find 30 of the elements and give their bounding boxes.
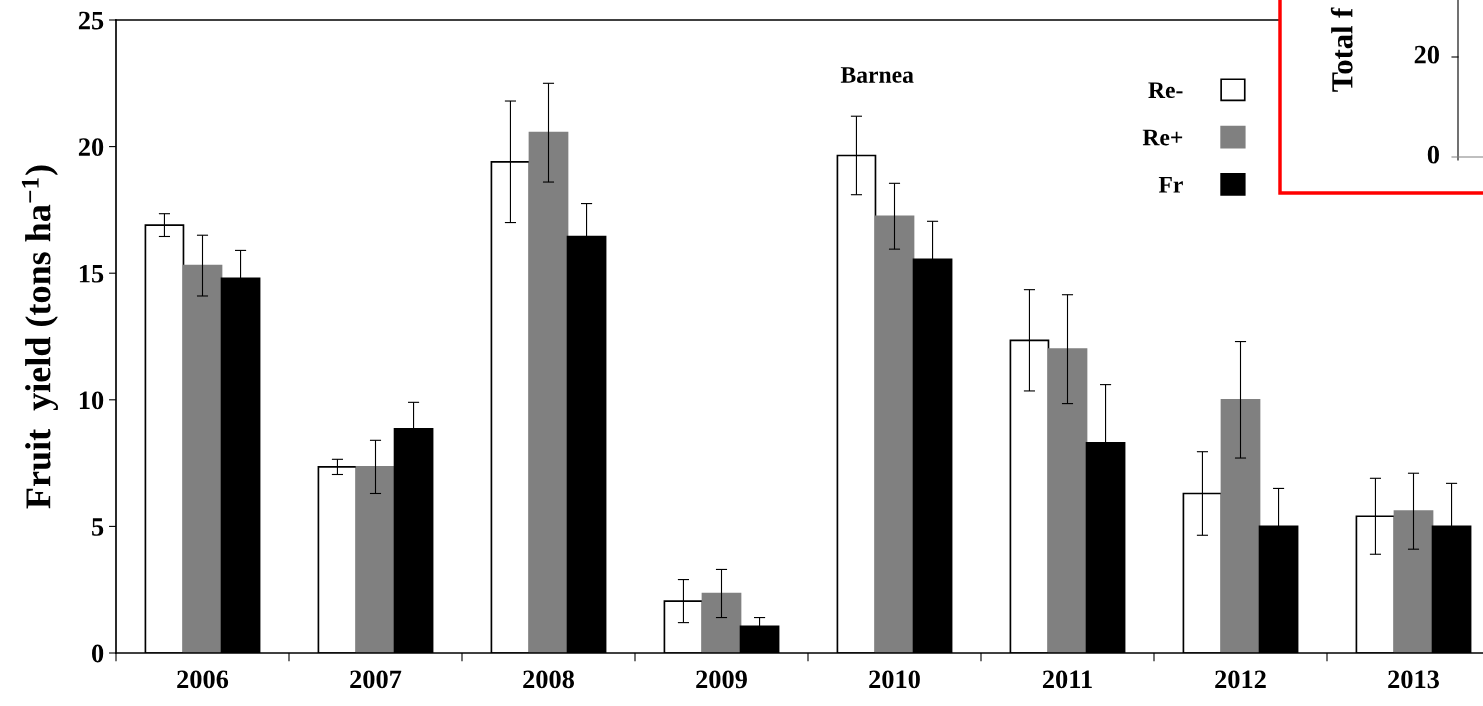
x-tick-label: 2008 bbox=[523, 670, 575, 689]
y-tick-label: 25 bbox=[78, 11, 104, 30]
bar bbox=[355, 466, 396, 653]
x-tick-label: 2010 bbox=[869, 670, 920, 689]
y-tick-label: 20 bbox=[78, 138, 104, 157]
bar bbox=[1220, 398, 1261, 653]
x-tick-label: 2007 bbox=[350, 670, 402, 689]
y-tick-label: 10 bbox=[79, 391, 104, 410]
legend-label: Re- bbox=[1148, 82, 1183, 99]
bar bbox=[182, 264, 223, 653]
bar bbox=[1393, 510, 1434, 653]
y-tick-label: 5 bbox=[92, 518, 104, 536]
y-axis-title: Fruit yield (tons ha$^{−1}$) bbox=[21, 165, 58, 509]
legend-label: Re+ bbox=[1142, 129, 1183, 146]
annotation: 0 bbox=[1427, 145, 1439, 164]
text: Barnea bbox=[840, 67, 914, 83]
text: Total f bbox=[1330, 7, 1353, 92]
x-tick-label: 2012 bbox=[1215, 670, 1266, 689]
y-tick-label: 15 bbox=[79, 264, 104, 283]
x-tick-label: 2009 bbox=[696, 670, 747, 689]
x-tick-label: 2013 bbox=[1388, 670, 1439, 689]
x-tick-label: 2011 bbox=[1042, 670, 1092, 689]
bar bbox=[701, 592, 742, 653]
bar bbox=[528, 131, 569, 653]
annotation: 20 bbox=[1414, 45, 1439, 64]
x-tick-label: 2006 bbox=[177, 670, 229, 689]
y-tick-label: 0 bbox=[92, 644, 104, 663]
legend-label: Fr bbox=[1158, 177, 1183, 193]
bar bbox=[874, 215, 915, 653]
bar bbox=[1047, 348, 1088, 653]
